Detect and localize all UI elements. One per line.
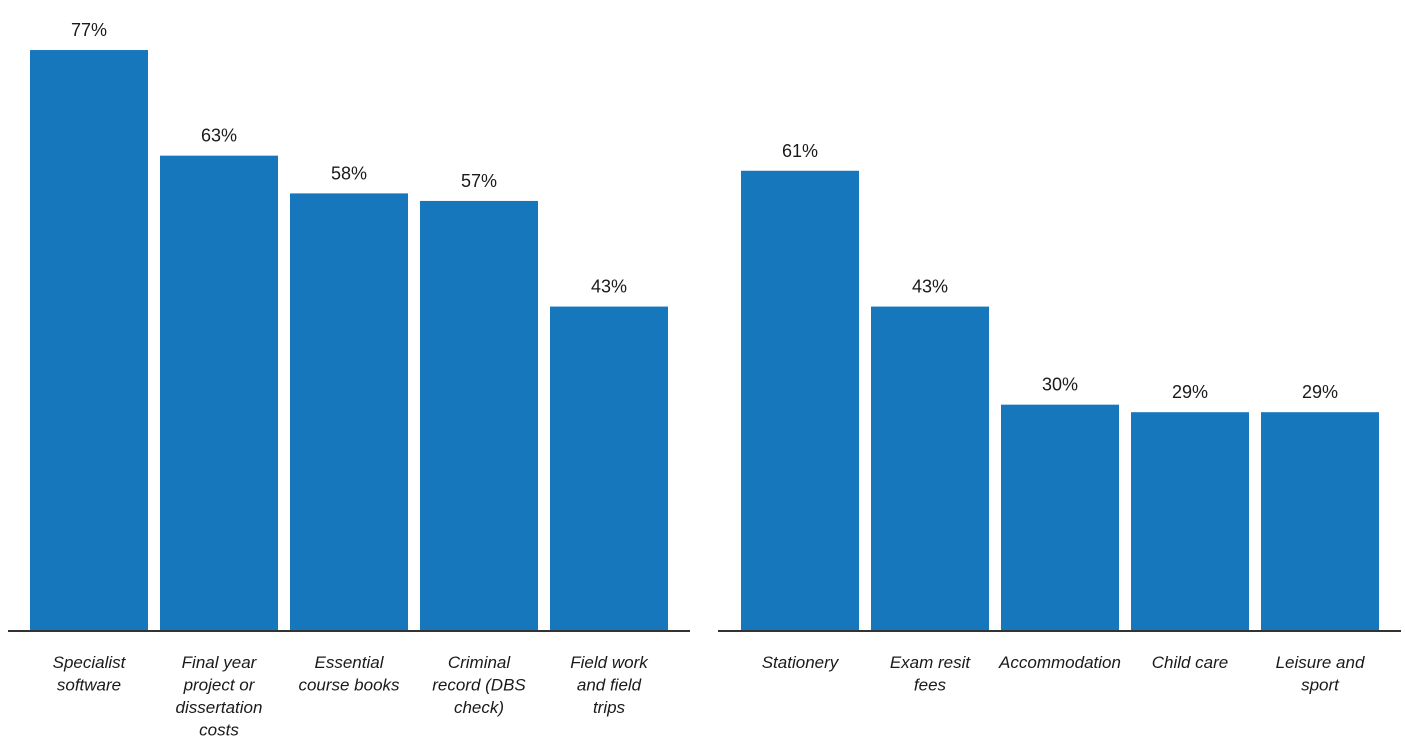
- category-label-line: project or: [183, 676, 256, 695]
- bar-1-4: [1261, 412, 1379, 631]
- value-label-1-1: 43%: [912, 277, 948, 297]
- chart-panel-right: 61% Stationery 43% Exam resit fees 30% Accommo…: [718, 141, 1401, 695]
- category-label-line: software: [57, 676, 121, 695]
- category-label-line: Accommodation: [998, 653, 1121, 672]
- category-label-line: Criminal: [448, 653, 512, 672]
- value-label-0-0: 77%: [71, 20, 107, 40]
- bar-0-1: [160, 155, 278, 632]
- category-label-1-0: Stationery: [762, 653, 840, 672]
- category-label-line: sport: [1301, 676, 1340, 695]
- category-label-0-3: Criminal record (DBS check): [432, 653, 526, 717]
- category-label-line: check): [454, 698, 504, 717]
- bar-1-3: [1131, 412, 1249, 631]
- value-label-1-3: 29%: [1172, 382, 1208, 402]
- category-label-0-4: Field work and field trips: [570, 653, 649, 717]
- category-label-1-4: Leisure and sport: [1276, 653, 1365, 695]
- value-label-0-3: 57%: [461, 171, 497, 191]
- category-label-1-2: Accommodation: [998, 653, 1121, 672]
- bar-0-0: [30, 50, 148, 632]
- value-label-0-4: 43%: [591, 277, 627, 297]
- value-label-0-2: 58%: [331, 163, 367, 183]
- category-label-0-1: Final year project or dissertation costs: [176, 653, 263, 740]
- bar-0-3: [420, 200, 538, 631]
- category-label-line: and field: [577, 676, 642, 695]
- category-label-1-1: Exam resit fees: [890, 653, 972, 695]
- value-label-1-4: 29%: [1302, 382, 1338, 402]
- bar-1-2: [1001, 404, 1119, 631]
- category-label-line: course books: [298, 676, 400, 695]
- category-label-line: Leisure and: [1276, 653, 1365, 672]
- category-label-line: Stationery: [762, 653, 840, 672]
- category-label-line: fees: [914, 676, 947, 695]
- category-label-line: Child care: [1152, 653, 1229, 672]
- category-label-1-3: Child care: [1152, 653, 1229, 672]
- value-label-1-2: 30%: [1042, 375, 1078, 395]
- category-label-line: dissertation: [176, 698, 263, 717]
- bar-1-1: [871, 306, 989, 631]
- category-label-line: trips: [593, 698, 626, 717]
- value-label-1-0: 61%: [782, 141, 818, 161]
- category-label-line: Field work: [570, 653, 649, 672]
- category-label-line: Essential: [315, 653, 385, 672]
- value-label-0-1: 63%: [201, 126, 237, 146]
- category-label-line: record (DBS: [432, 676, 526, 695]
- bar-1-0: [741, 170, 859, 631]
- bar-0-2: [290, 193, 408, 631]
- category-label-line: Final year: [182, 653, 258, 672]
- category-label-line: Exam resit: [890, 653, 972, 672]
- category-label-0-2: Essential course books: [298, 653, 400, 695]
- chart-panel-left: 77% Specialist software 63% Final year projec…: [8, 20, 690, 740]
- category-label-line: costs: [199, 721, 239, 740]
- category-label-0-0: Specialist software: [53, 653, 127, 695]
- category-label-line: Specialist: [53, 653, 127, 672]
- bar-0-4: [550, 306, 668, 631]
